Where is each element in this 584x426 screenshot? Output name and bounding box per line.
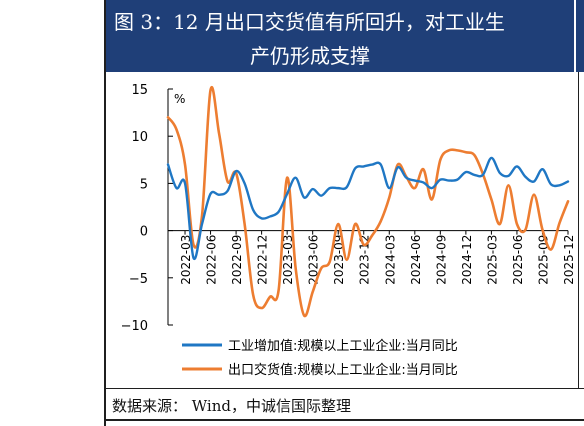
x-tick-label: 2022-03: [179, 235, 193, 285]
x-tick-label: 2023-03: [281, 235, 295, 285]
x-tick-label: 2023-12: [358, 235, 372, 285]
legend-label: 工业增加值:规模以上工业企业:当月同比: [228, 338, 458, 354]
right-edge: [578, 72, 584, 388]
x-tick-label: 2025-09: [536, 235, 550, 285]
x-tick-label: 2023-06: [307, 235, 321, 285]
x-tick-label: 2025-12: [562, 235, 576, 285]
y-tick-label: −10: [121, 319, 148, 334]
header-edge: [574, 0, 584, 72]
y-tick-label: 10: [131, 130, 148, 145]
chart-title-line1: 图 3：12 月出口交货值有所回升，对工业生: [114, 10, 505, 34]
source-bar: 数据来源： Wind，中诚信国际整理: [106, 388, 584, 426]
y-tick-label: 5: [140, 177, 148, 192]
chart: 15 10 5 0 −5 −10% 2022-03 2022-06 2022-09 2022-12…: [121, 83, 576, 378]
chart-title-line2: 产仍形成支撑: [250, 44, 370, 68]
figure-frame: 图 3：12 月出口交货值有所回升，对工业生 产仍形成支撑 15 10 5 0 −5 −1…: [104, 0, 584, 426]
bottom-rule: [106, 419, 584, 421]
chart-lines: [166, 86, 570, 318]
series-line-industrial-value-added: [166, 156, 570, 261]
x-tick-label: 2024-12: [460, 235, 474, 285]
x-tick-label: 2022-06: [205, 235, 219, 285]
x-tick-label: 2024-09: [434, 235, 448, 285]
chart-axes: 15 10 5 0 −5 −10% 2022-03 2022-06 2022-09 2022-12…: [121, 83, 576, 334]
y-unit-label: %: [174, 92, 185, 106]
x-tick-label: 2022-09: [230, 235, 244, 285]
x-tick-label: 2025-06: [511, 235, 525, 285]
y-tick-label: −5: [129, 272, 148, 287]
y-tick-label: 15: [131, 83, 148, 98]
x-tick-label: 2024-06: [409, 235, 423, 285]
x-tick-label: 2022-12: [256, 235, 270, 285]
figure-header: 图 3：12 月出口交货值有所回升，对工业生 产仍形成支撑: [106, 0, 584, 72]
legend-label: 出口交货值:规模以上工业企业:当月同比: [228, 362, 458, 378]
y-tick-label: 0: [140, 225, 148, 240]
source-text: 数据来源： Wind，中诚信国际整理: [112, 397, 351, 415]
x-tick-label: 2025-03: [485, 235, 499, 285]
x-tick-label: 2024-03: [383, 235, 397, 285]
